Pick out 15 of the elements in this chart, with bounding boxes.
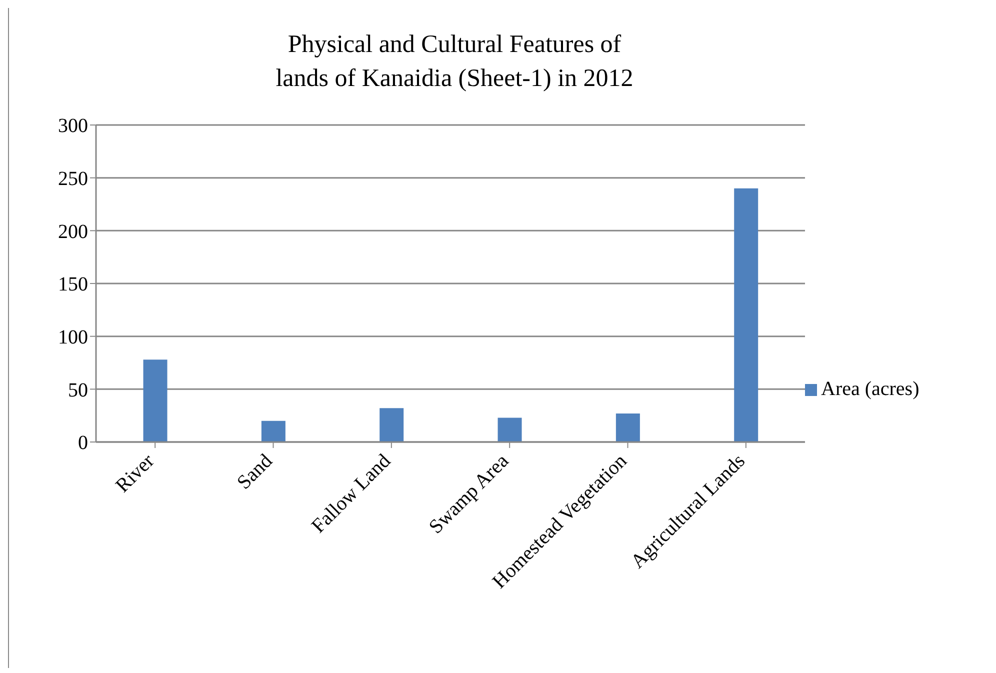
y-tick-label: 150	[58, 274, 88, 296]
bar	[616, 413, 640, 442]
bar	[498, 418, 522, 442]
y-tick-label: 0	[78, 432, 88, 454]
legend-label: Area (acres)	[821, 378, 920, 400]
y-tick-label: 300	[58, 115, 88, 138]
y-tick-label: 50	[68, 379, 88, 402]
bar	[143, 360, 168, 442]
bar	[734, 188, 758, 442]
y-tick-label: 100	[58, 326, 88, 348]
bar	[380, 408, 404, 442]
y-tick-label: 250	[58, 168, 88, 190]
y-tick-label: 200	[58, 220, 88, 243]
chart-title: Physical and Cultural Features of lands of Kanaidia (Sheet-1) in 2012	[274, 30, 634, 94]
bar	[261, 420, 286, 442]
